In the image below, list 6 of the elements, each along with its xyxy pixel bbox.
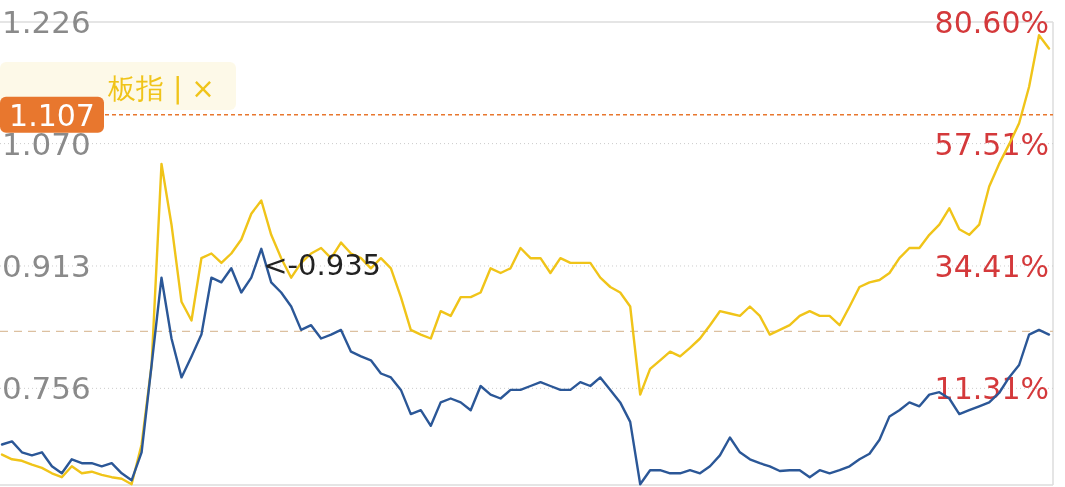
annotation: 板指 | × bbox=[107, 72, 215, 105]
y2-tick-label: 34.41% bbox=[934, 249, 1049, 285]
y2-tick-label: 80.60% bbox=[934, 5, 1049, 40]
y-tick-label: 1.226 bbox=[2, 4, 91, 40]
y-tick-label: 0.756 bbox=[2, 370, 91, 407]
y-tick-label: 0.913 bbox=[2, 247, 91, 284]
